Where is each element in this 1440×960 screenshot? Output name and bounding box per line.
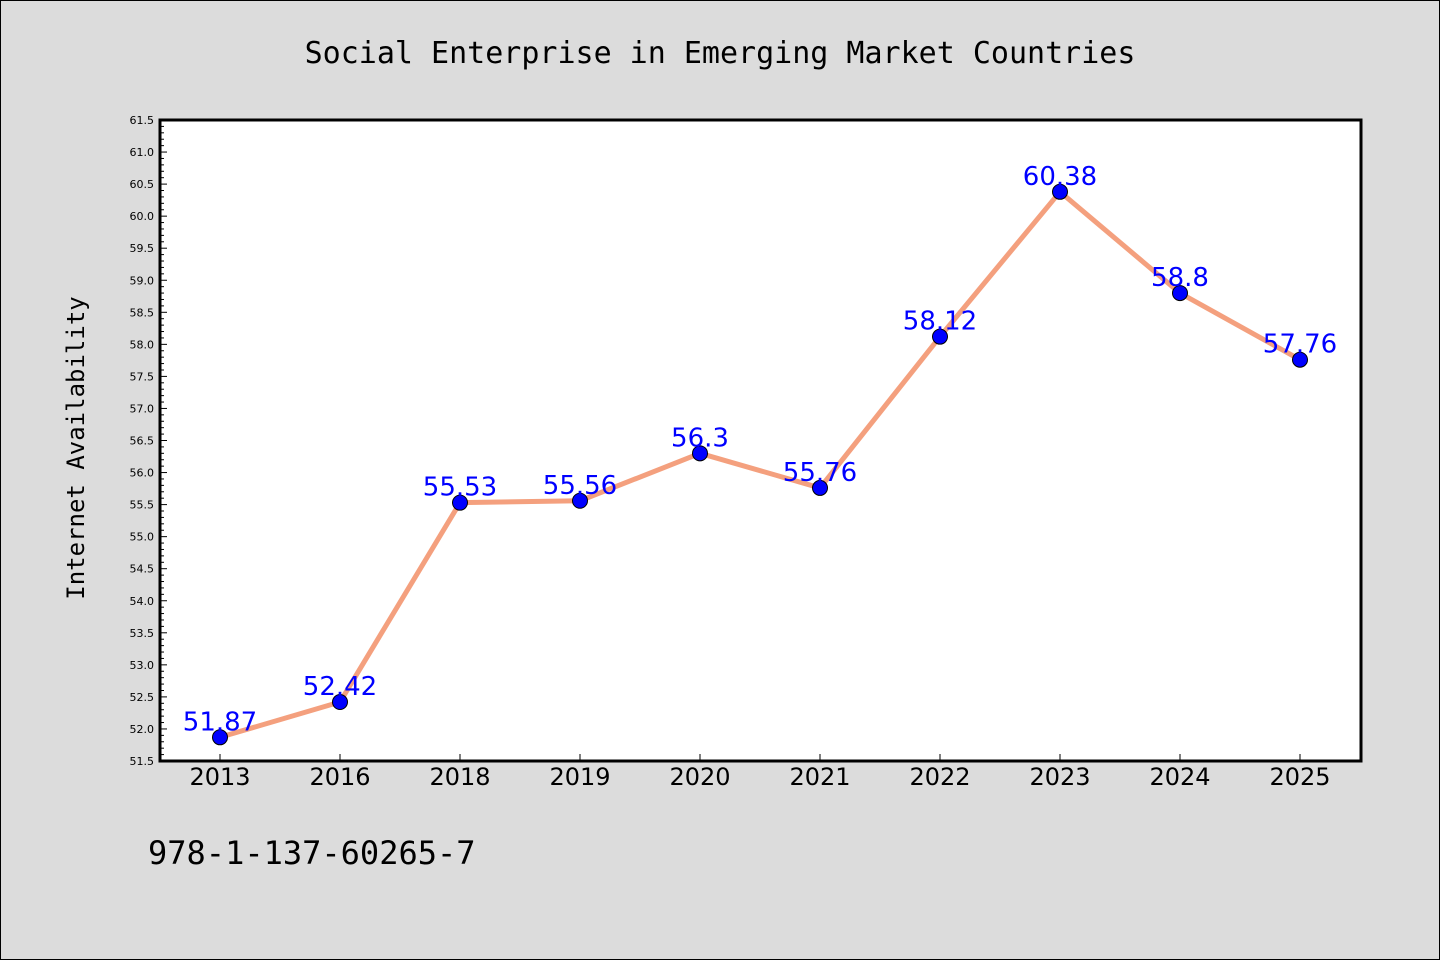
y-axis: 51.5 52.0 52.5 53.0 53.5 54.0 54.5 55.0 55.5 56.0…	[130, 114, 167, 768]
data-label: 55.76	[783, 458, 857, 488]
data-point	[452, 494, 468, 511]
data-series: 51.87 52.42 55.53 55.56 56.3 55.76 58.12 60.38 5…	[183, 162, 1337, 746]
y-tick-label: 51.5	[130, 755, 155, 768]
data-point	[1052, 183, 1068, 200]
data-point	[932, 328, 948, 345]
x-axis: 2013 2016 2018 2019 2020 2021 2022 2023 2024 2025	[189, 754, 1331, 791]
data-label: 51.87	[183, 707, 257, 737]
y-tick-label: 55.0	[130, 531, 155, 544]
y-tick-label: 59.0	[130, 274, 155, 287]
y-tick-label: 59.5	[130, 242, 155, 255]
x-tick-label: 2024	[1149, 763, 1210, 791]
data-point	[692, 445, 708, 462]
data-label: 52.42	[303, 672, 377, 702]
y-tick-label: 57.0	[130, 402, 155, 415]
data-point	[572, 492, 588, 509]
y-tick-label: 52.0	[130, 723, 155, 736]
x-tick-label: 2013	[189, 763, 250, 791]
chart-title: Social Enterprise in Emerging Market Cou…	[305, 36, 1136, 71]
x-tick-label: 2019	[549, 763, 610, 791]
data-label: 57.76	[1263, 330, 1337, 360]
data-label: 55.53	[423, 473, 497, 503]
x-tick-label: 2025	[1269, 763, 1330, 791]
series-line	[217, 189, 1303, 740]
y-tick-label: 58.5	[130, 306, 155, 319]
y-tick-label: 61.0	[130, 146, 155, 159]
data-label: 58.8	[1151, 263, 1209, 293]
y-tick-label: 58.0	[130, 338, 155, 351]
data-point	[812, 479, 828, 496]
x-tick-label: 2022	[909, 763, 970, 791]
y-tick-label: 60.5	[130, 178, 155, 191]
y-tick-label: 55.5	[130, 499, 155, 512]
data-label: 60.38	[1023, 162, 1097, 192]
data-point	[332, 694, 348, 711]
data-label: 56.3	[671, 423, 729, 453]
y-tick-label: 52.5	[130, 691, 155, 704]
data-point	[1292, 351, 1308, 368]
data-point	[1172, 285, 1188, 302]
y-tick-label: 61.5	[130, 114, 155, 127]
y-tick-label: 53.5	[130, 627, 155, 640]
data-point	[212, 729, 228, 746]
data-label: 55.56	[543, 471, 617, 501]
y-tick-label: 57.5	[130, 370, 155, 383]
data-label: 58.12	[903, 307, 977, 337]
x-tick-label: 2016	[309, 763, 370, 791]
y-tick-label: 54.0	[130, 595, 155, 608]
y-tick-label: 60.0	[130, 210, 155, 223]
y-axis-label: Internet Availability	[62, 296, 90, 599]
y-tick-label: 53.0	[130, 659, 155, 672]
x-tick-label: 2018	[429, 763, 490, 791]
x-tick-label: 2021	[789, 763, 850, 791]
plot-area	[158, 118, 1363, 763]
y-tick-label: 54.5	[130, 563, 155, 576]
y-tick-label: 56.5	[130, 435, 155, 448]
x-tick-label: 2023	[1029, 763, 1090, 791]
y-tick-label: 56.0	[130, 467, 155, 480]
x-tick-label: 2020	[669, 763, 730, 791]
isbn-footer: 978-1-137-60265-7	[148, 834, 476, 872]
